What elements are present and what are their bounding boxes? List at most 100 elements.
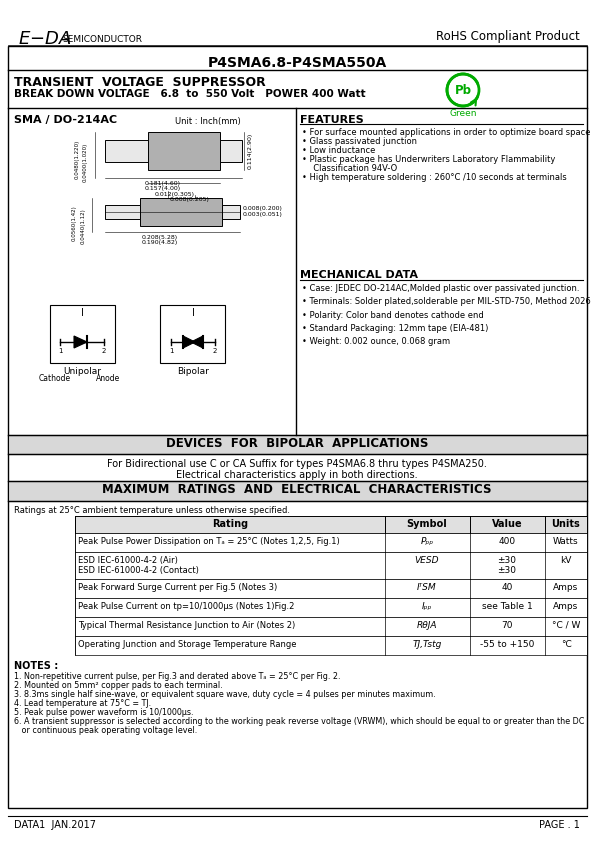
Text: Unipolar: Unipolar [63, 367, 101, 376]
Text: see Table 1: see Table 1 [481, 602, 533, 611]
Text: BREAK DOWN VOLTAGE   6.8  to  550 Volt   POWER 400 Watt: BREAK DOWN VOLTAGE 6.8 to 550 Volt POWER… [14, 89, 365, 99]
Text: VESD: VESD [415, 556, 439, 565]
Bar [75, 533, 587, 552]
Bar [75, 516, 587, 533]
Bar [75, 552, 587, 579]
Text: $\it{E}$$\it{-DA}$: $\it{E}$$\it{-DA}$ [18, 30, 71, 48]
Text: • Glass passivated junction: • Glass passivated junction [302, 137, 417, 146]
Text: 5. Peak pulse power waveform is 10/1000μs.: 5. Peak pulse power waveform is 10/1000μ… [14, 708, 193, 717]
Text: Iₚₚ: Iₚₚ [422, 602, 432, 611]
Text: RθJA: RθJA [416, 621, 437, 630]
Text: • Weight: 0.002 ounce, 0.068 gram: • Weight: 0.002 ounce, 0.068 gram [302, 337, 450, 346]
Bar [8, 435, 587, 454]
Text: Operating Junction and Storage Temperature Range: Operating Junction and Storage Temperatu… [78, 640, 296, 649]
Text: Amps: Amps [553, 602, 578, 611]
Text: Symbol: Symbol [406, 519, 447, 529]
Text: Typical Thermal Resistance Junction to Air (Notes 2): Typical Thermal Resistance Junction to A… [78, 621, 295, 630]
Text: Peak Forward Surge Current per Fig.5 (Notes 3): Peak Forward Surge Current per Fig.5 (No… [78, 583, 277, 592]
Text: 2: 2 [213, 348, 217, 354]
Text: 0.208(5.28): 0.208(5.28) [142, 235, 178, 240]
Text: PAGE . 1: PAGE . 1 [539, 820, 580, 830]
Text: • Polarity: Color band denotes cathode end: • Polarity: Color band denotes cathode e… [302, 311, 484, 320]
Text: ±30: ±30 [497, 566, 516, 575]
Text: 0.181(4.60): 0.181(4.60) [145, 181, 181, 186]
Text: NOTES :: NOTES : [14, 661, 58, 671]
Text: • Low inductance: • Low inductance [302, 146, 375, 155]
Text: 0.008(0.205): 0.008(0.205) [170, 197, 210, 202]
Bar [75, 636, 587, 655]
Bar [75, 598, 587, 617]
Text: -55 to +150: -55 to +150 [480, 640, 534, 649]
Text: 2. Mounted on 5mm² copper pads to each terminal.: 2. Mounted on 5mm² copper pads to each t… [14, 681, 223, 690]
Text: Watts: Watts [553, 537, 579, 546]
Text: • High temperature soldering : 260°C /10 seconds at terminals: • High temperature soldering : 260°C /10… [302, 173, 567, 182]
Polygon shape [191, 336, 203, 348]
Text: 1. Non-repetitive current pulse, per Fig.3 and derated above Tₐ = 25°C per Fig. : 1. Non-repetitive current pulse, per Fig… [14, 672, 340, 681]
Text: Classification 94V-O: Classification 94V-O [308, 164, 397, 173]
Text: Cathode: Cathode [39, 374, 71, 383]
Text: or continuous peak operating voltage level.: or continuous peak operating voltage lev… [14, 726, 198, 735]
Text: 1: 1 [169, 348, 173, 354]
Text: 400: 400 [499, 537, 515, 546]
Text: IᵀSM: IᵀSM [417, 583, 437, 592]
Text: • Case: JEDEC DO-214AC,Molded plastic over passivated junction.: • Case: JEDEC DO-214AC,Molded plastic ov… [302, 284, 580, 293]
Text: 0.012(0.305): 0.012(0.305) [155, 192, 195, 197]
Text: ESD IEC-61000-4-2 (Contact): ESD IEC-61000-4-2 (Contact) [78, 566, 199, 575]
Text: 0.114(2.90): 0.114(2.90) [248, 133, 253, 169]
Text: Pₚₚ: Pₚₚ [421, 537, 434, 546]
Text: TRANSIENT  VOLTAGE  SUPPRESSOR: TRANSIENT VOLTAGE SUPPRESSOR [14, 76, 266, 89]
Text: For Bidirectional use C or CA Suffix for types P4SMA6.8 thru types P4SMA250.: For Bidirectional use C or CA Suffix for… [107, 459, 487, 469]
Text: MAXIMUM  RATINGS  AND  ELECTRICAL  CHARACTERISTICS: MAXIMUM RATINGS AND ELECTRICAL CHARACTER… [102, 483, 491, 496]
Text: I: I [192, 308, 195, 318]
Text: 0.190(4.82): 0.190(4.82) [142, 240, 178, 245]
Bar [220, 140, 242, 162]
Text: • Terminals: Solder plated,solderable per MIL-STD-750, Method 2026: • Terminals: Solder plated,solderable pe… [302, 297, 591, 306]
Text: Unit : Inch(mm): Unit : Inch(mm) [175, 117, 241, 126]
Text: DATA1  JAN.2017: DATA1 JAN.2017 [14, 820, 96, 830]
Text: 1: 1 [58, 348, 62, 354]
Bar [50, 305, 115, 363]
Text: RoHS Compliant Product: RoHS Compliant Product [436, 30, 580, 43]
Text: Peak Pulse Current on tp=10/1000μs (Notes 1)Fig.2: Peak Pulse Current on tp=10/1000μs (Note… [78, 602, 295, 611]
Bar [8, 481, 587, 501]
Text: ESD IEC-61000-4-2 (Air): ESD IEC-61000-4-2 (Air) [78, 556, 178, 565]
Circle shape [447, 74, 479, 106]
Text: Anode: Anode [96, 374, 120, 383]
Text: 0.0560(1.42): 0.0560(1.42) [72, 205, 77, 241]
Text: Ratings at 25°C ambient temperature unless otherwise specified.: Ratings at 25°C ambient temperature unle… [14, 506, 290, 515]
Bar [222, 205, 240, 219]
Bar [148, 132, 220, 170]
Text: FEATURES: FEATURES [300, 115, 364, 125]
Text: Peak Pulse Power Dissipation on Tₐ = 25°C (Notes 1,2,5, Fig.1): Peak Pulse Power Dissipation on Tₐ = 25°… [78, 537, 340, 546]
Bar [140, 198, 222, 226]
Text: 0.0440(1.12): 0.0440(1.12) [81, 208, 86, 243]
Bar [75, 617, 587, 636]
Text: Green: Green [449, 109, 477, 118]
Text: Pb: Pb [455, 83, 471, 97]
Text: Bipolar: Bipolar [177, 367, 209, 376]
Bar [160, 305, 225, 363]
Text: 0.003(0.051): 0.003(0.051) [243, 212, 283, 217]
Text: MECHANICAL DATA: MECHANICAL DATA [300, 270, 418, 280]
Text: Amps: Amps [553, 583, 578, 592]
Text: • Plastic package has Underwriters Laboratory Flammability: • Plastic package has Underwriters Labor… [302, 155, 555, 164]
Text: 0.0480(1.220): 0.0480(1.220) [75, 140, 80, 179]
Text: kV: kV [560, 556, 572, 565]
Bar [105, 205, 140, 219]
Bar [105, 140, 148, 162]
Text: 4. Lead temperature at 75°C = TJ.: 4. Lead temperature at 75°C = TJ. [14, 699, 151, 708]
Polygon shape [74, 336, 87, 348]
Text: Rating: Rating [212, 519, 248, 529]
Text: • For surface mounted applications in order to optimize board space: • For surface mounted applications in or… [302, 128, 590, 137]
Text: 40: 40 [502, 583, 513, 592]
Text: 0.008(0.200): 0.008(0.200) [243, 206, 283, 211]
Text: 0.157(4.00): 0.157(4.00) [145, 186, 181, 191]
Text: 2: 2 [102, 348, 106, 354]
Text: 0.0400(1.020): 0.0400(1.020) [83, 143, 88, 182]
Text: • Standard Packaging: 12mm tape (EIA-481): • Standard Packaging: 12mm tape (EIA-481… [302, 324, 488, 333]
Text: ±30: ±30 [497, 556, 516, 565]
Text: TJ,Tstg: TJ,Tstg [412, 640, 441, 649]
Text: P4SMA6.8-P4SMA550A: P4SMA6.8-P4SMA550A [208, 56, 387, 70]
Polygon shape [183, 336, 195, 348]
Text: DEVICES  FOR  BIPOLAR  APPLICATIONS: DEVICES FOR BIPOLAR APPLICATIONS [166, 437, 428, 450]
